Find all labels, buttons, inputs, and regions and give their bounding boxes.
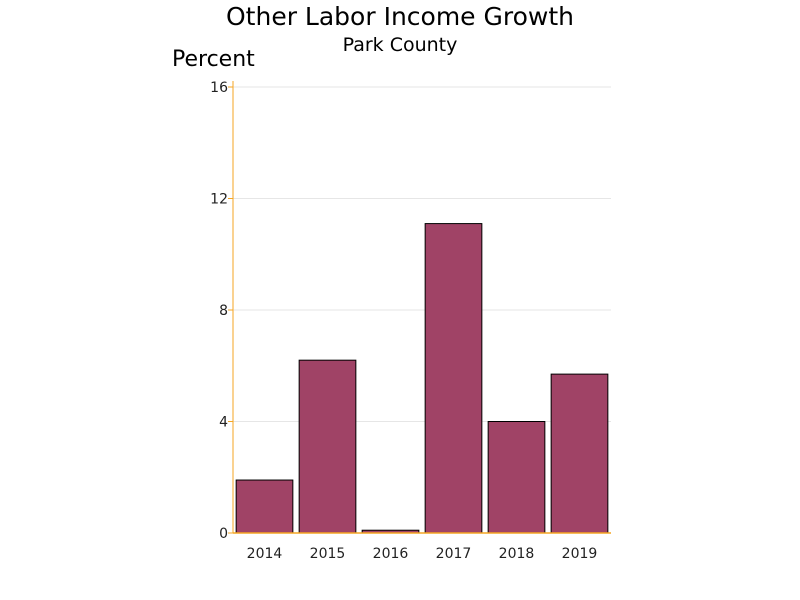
chart-title: Other Labor Income Growth xyxy=(226,2,574,31)
x-tick-label: 2014 xyxy=(247,546,283,562)
y-tick-label: 0 xyxy=(219,526,228,542)
bar-2015 xyxy=(298,359,357,534)
x-tick-label: 2017 xyxy=(436,546,472,562)
y-tick-label: 8 xyxy=(219,303,228,319)
chart-subtitle: Park County xyxy=(342,34,458,56)
y-tick-label: 16 xyxy=(210,80,228,96)
x-tick-label: 2018 xyxy=(499,546,535,562)
bar-2018 xyxy=(487,421,546,534)
bar-2019 xyxy=(550,373,609,534)
y-tick-label: 12 xyxy=(210,192,228,208)
bar-2014 xyxy=(235,479,294,534)
x-tick-label: 2016 xyxy=(373,546,409,562)
x-tick-label: 2019 xyxy=(562,546,598,562)
y-tick-label: 4 xyxy=(219,415,228,431)
bar-2017 xyxy=(424,223,483,534)
y-axis-label: Percent xyxy=(172,47,255,72)
x-tick-label: 2015 xyxy=(310,546,346,562)
